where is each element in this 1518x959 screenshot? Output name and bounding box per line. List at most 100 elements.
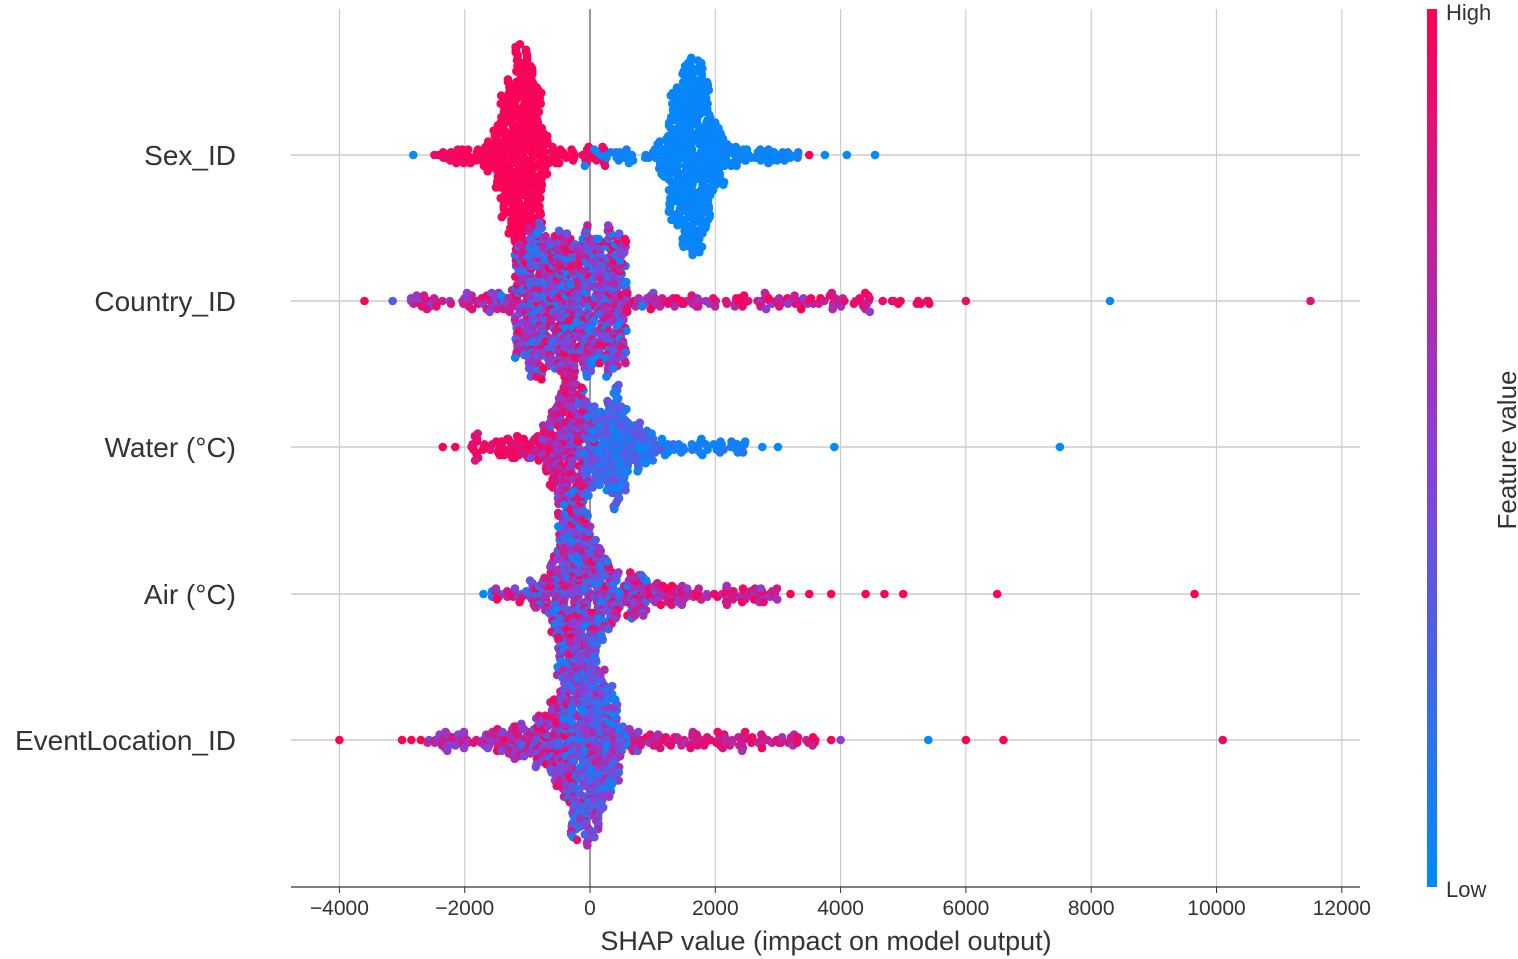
shap-point xyxy=(491,584,501,593)
shap-point xyxy=(567,145,576,154)
shap-point xyxy=(830,442,839,452)
shap-point xyxy=(992,589,1002,599)
shap-point xyxy=(531,762,541,772)
shap-point xyxy=(740,437,750,446)
shap-point xyxy=(470,456,480,465)
shap-point xyxy=(694,302,703,311)
shap-point xyxy=(783,148,793,157)
x-tick-label: 2000 xyxy=(692,897,739,920)
shap-point xyxy=(360,296,369,306)
shap-point xyxy=(498,727,507,737)
shap-point xyxy=(808,733,818,742)
shap-point xyxy=(429,294,439,303)
shap-point xyxy=(622,145,631,154)
shap-point xyxy=(590,402,599,411)
shap-point xyxy=(623,467,632,476)
shap-point xyxy=(679,595,688,604)
shap-point xyxy=(553,508,563,518)
shap-point xyxy=(709,440,719,449)
shap-point xyxy=(796,304,806,314)
shap-point xyxy=(1055,442,1065,452)
shap-point xyxy=(698,450,707,460)
shap-point xyxy=(1105,296,1115,306)
shap-point xyxy=(648,456,658,465)
shap-point xyxy=(777,733,787,742)
shap-point xyxy=(638,611,648,620)
shap-point xyxy=(710,302,720,311)
shap-point xyxy=(634,727,643,737)
shap-point xyxy=(554,226,564,236)
x-axis-label: SHAP value (impact on model output) xyxy=(600,926,1051,956)
shap-point xyxy=(727,437,736,446)
shap-point xyxy=(604,792,614,801)
feature-label: EventLocation_ID xyxy=(15,725,236,756)
shap-point xyxy=(600,161,610,171)
shap-point xyxy=(564,337,573,347)
shap-point xyxy=(820,150,830,160)
shap-point xyxy=(679,242,688,252)
shap-point xyxy=(790,291,799,300)
shap-point xyxy=(572,635,582,645)
shap-point xyxy=(583,221,592,230)
shap-point xyxy=(701,223,710,233)
shap-point xyxy=(673,220,682,230)
shap-point xyxy=(961,296,971,306)
shap-point xyxy=(483,166,492,176)
shap-point xyxy=(741,156,751,165)
shap-point xyxy=(924,735,933,745)
shap-point xyxy=(451,741,460,750)
shap-point xyxy=(743,296,753,306)
shap-point xyxy=(469,738,478,747)
shap-point xyxy=(610,504,619,514)
shap-point xyxy=(621,358,630,368)
shap-point xyxy=(473,429,483,438)
shap-point xyxy=(686,743,695,753)
shap-point xyxy=(738,448,748,457)
shap-point xyxy=(419,291,429,300)
shap-point xyxy=(616,402,626,411)
shap-point xyxy=(708,294,718,303)
shap-point xyxy=(463,145,473,154)
shap-point xyxy=(595,805,605,815)
shap-point xyxy=(772,595,782,604)
shap-point xyxy=(737,746,747,756)
shap-point xyxy=(756,584,766,593)
shap-point xyxy=(728,595,738,604)
shap-point xyxy=(581,396,590,406)
shap-point xyxy=(716,437,725,446)
shap-point xyxy=(515,40,525,49)
shap-point xyxy=(865,307,875,317)
shap-point xyxy=(764,158,773,168)
shap-point xyxy=(738,584,748,593)
x-tick-label: 0 xyxy=(584,897,596,920)
shap-point xyxy=(623,307,632,317)
shap-point xyxy=(720,733,730,742)
shap-point xyxy=(608,778,617,788)
shap-point xyxy=(497,212,507,222)
x-tick-label: 10000 xyxy=(1187,897,1245,920)
shap-point xyxy=(650,294,659,303)
shap-point xyxy=(769,148,779,157)
shap-point xyxy=(793,148,803,157)
shap-point xyxy=(614,380,623,390)
shap-point xyxy=(561,153,571,162)
shap-point xyxy=(539,364,548,373)
shap-point xyxy=(609,364,618,373)
shap-point xyxy=(532,83,542,92)
shap-point xyxy=(618,722,628,731)
shap-point xyxy=(492,595,502,604)
shap-point xyxy=(537,375,546,384)
shap-point xyxy=(412,291,421,300)
shap-point xyxy=(432,302,441,311)
shap-point xyxy=(568,487,578,496)
shap-point xyxy=(924,299,934,309)
shap-point xyxy=(650,440,660,449)
shap-point xyxy=(598,142,607,152)
shap-point xyxy=(820,296,829,306)
shap-point xyxy=(849,299,859,309)
shap-point xyxy=(591,638,601,648)
shap-point xyxy=(502,587,512,596)
shap-point xyxy=(693,294,702,303)
shap-point xyxy=(548,142,557,152)
feature-label: Air (°C) xyxy=(144,579,236,610)
